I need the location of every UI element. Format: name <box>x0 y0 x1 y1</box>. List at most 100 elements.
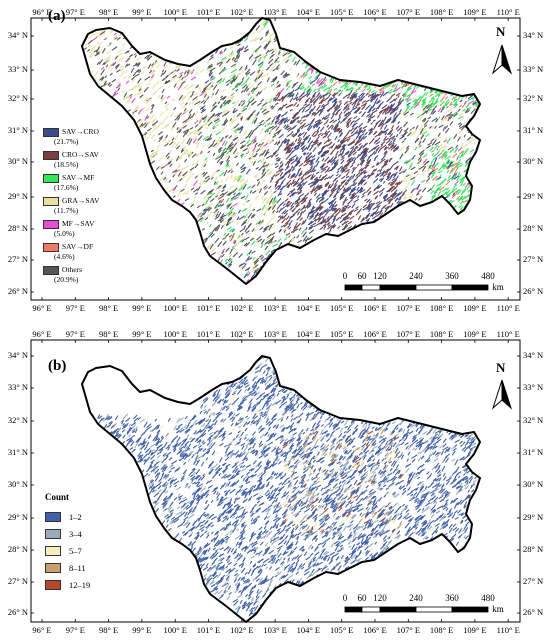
latitude-label-right: 26° N <box>523 607 544 617</box>
legend-label: SAV→CRO <box>62 127 99 136</box>
latitude-label-right: 33° N <box>523 64 544 74</box>
legend-label: SAV→DF <box>62 242 94 251</box>
latitude-label-right: 31° N <box>523 447 544 457</box>
scale-label: 60 <box>357 271 367 281</box>
legend-swatch <box>45 579 61 590</box>
scale-label: 360 <box>445 593 459 603</box>
longitude-label-top: 96° E <box>32 7 52 17</box>
north-label-a: N <box>496 24 506 39</box>
longitude-label-top: 103° E <box>263 7 287 17</box>
longitude-label-bottom: 99° E <box>132 303 152 313</box>
scale-label: 0 <box>342 593 348 603</box>
latitude-label-right: 34° N <box>523 350 544 360</box>
legend-item: CRO→SAV <box>43 150 99 160</box>
latitude-label-right: 32° N <box>523 93 544 103</box>
count-legend-item: 8–11 <box>45 559 90 576</box>
longitude-label-bottom: 99° E <box>132 625 152 635</box>
legend-label: 3–4 <box>69 528 82 539</box>
longitude-label-bottom: 102° E <box>230 625 254 635</box>
scale-unit: km <box>492 282 504 292</box>
legend-label: MF→SAV <box>62 219 95 228</box>
longitude-label-bottom: 106° E <box>363 625 387 635</box>
count-legend-item: 12–19 <box>45 576 90 593</box>
legend-item: MF→SAV <box>43 219 99 229</box>
count-legend-title: Count <box>45 492 70 502</box>
longitude-label-bottom: 98° E <box>98 625 119 635</box>
latitude-label-left: 26° N <box>7 607 28 617</box>
longitude-label-top: 98° E <box>98 329 119 339</box>
latitude-label-left: 31° N <box>7 125 28 135</box>
legend-swatch <box>45 562 61 573</box>
panel-b: (b) Count 1–2 3–4 5–7 8–11 12–19 N 0 60 120 240… <box>0 322 550 644</box>
legend-percent: (11.7%) <box>54 206 79 215</box>
longitude-label-top: 101° E <box>196 329 221 339</box>
count-legend-item: 1–2 <box>45 508 90 525</box>
legend-label: GRA→SAV <box>62 196 100 205</box>
legend-item: SAV→MF <box>43 173 99 183</box>
longitude-label-top: 106° E <box>363 329 387 339</box>
legend-swatch <box>43 173 59 183</box>
longitude-label-bottom: 96° E <box>32 303 52 313</box>
latitude-label-right: 27° N <box>523 576 544 586</box>
latitude-label-left: 27° N <box>7 576 28 586</box>
north-label-b: N <box>496 360 506 375</box>
longitude-label-bottom: 101° E <box>196 303 221 313</box>
legend-item: Others <box>43 265 99 275</box>
longitude-label-bottom: 100° E <box>163 625 187 635</box>
latitude-label-left: 29° N <box>7 512 28 522</box>
scale-unit: km <box>492 604 504 614</box>
longitude-label-top: 102° E <box>230 7 254 17</box>
transition-legend: SAV→CRO (21.7%) CRO→SAV (18.5%) SAV→MF (17.6%… <box>43 127 99 288</box>
panel-label-b: (b) <box>48 358 67 374</box>
latitude-label-left: 29° N <box>7 191 28 201</box>
scale-label: 60 <box>357 593 367 603</box>
legend-percent: (20.9%) <box>54 275 79 284</box>
latitude-label-right: 33° N <box>523 382 544 392</box>
latitude-label-left: 32° N <box>7 415 28 425</box>
latitude-label-right: 26° N <box>523 286 544 296</box>
longitude-label-bottom: 97° E <box>65 625 85 635</box>
longitude-label-top: 103° E <box>263 329 287 339</box>
latitude-label-left: 27° N <box>7 254 28 264</box>
legend-label: Others <box>62 265 82 274</box>
legend-item: SAV→CRO <box>43 127 99 137</box>
longitude-label-top: 109° E <box>463 329 487 339</box>
latitude-label-right: 34° N <box>523 30 544 40</box>
latitude-label-right: 28° N <box>523 544 544 554</box>
count-legend: Count 1–2 3–4 5–7 8–11 12–19 <box>45 492 90 593</box>
latitude-label-right: 30° N <box>523 479 544 489</box>
scale-label: 480 <box>481 271 495 281</box>
legend-swatch <box>45 511 61 522</box>
longitude-label-bottom: 97° E <box>65 303 85 313</box>
longitude-label-top: 105° E <box>329 329 354 339</box>
latitude-label-right: 28° N <box>523 223 544 233</box>
scale-label: 480 <box>481 593 495 603</box>
longitude-label-top: 98° E <box>98 7 119 17</box>
latitude-label-left: 28° N <box>7 223 28 233</box>
legend-swatch <box>45 545 61 556</box>
scale-label: 360 <box>445 271 459 281</box>
longitude-label-bottom: 108° E <box>429 625 454 635</box>
count-legend-item: 3–4 <box>45 525 90 542</box>
longitude-label-bottom: 102° E <box>230 303 254 313</box>
longitude-label-top: 108° E <box>429 329 454 339</box>
legend-swatch <box>43 219 59 229</box>
longitude-label-bottom: 104° E <box>296 625 321 635</box>
panel-a: (a) SAV→CRO (21.7%) CRO→SAV (18.5%) SAV→MF (1… <box>7 7 544 313</box>
longitude-label-top: 99° E <box>132 7 152 17</box>
longitude-label-top: 107° E <box>396 7 421 17</box>
longitude-label-top: 106° E <box>363 7 387 17</box>
longitude-label-bottom: 109° E <box>463 303 487 313</box>
longitude-label-top: 99° E <box>132 329 152 339</box>
longitude-label-top: 107° E <box>396 329 421 339</box>
scale-label: 240 <box>409 271 423 281</box>
panel-label-a: (a) <box>48 8 66 24</box>
longitude-label-top: 101° E <box>196 7 221 17</box>
legend-swatch <box>43 265 59 275</box>
count-legend-item: 5–7 <box>45 542 90 559</box>
legend-item: GRA→SAV <box>43 196 99 206</box>
longitude-label-top: 100° E <box>163 329 187 339</box>
latitude-label-right: 29° N <box>523 191 544 201</box>
longitude-label-top: 108° E <box>429 7 454 17</box>
map-b <box>30 339 521 623</box>
